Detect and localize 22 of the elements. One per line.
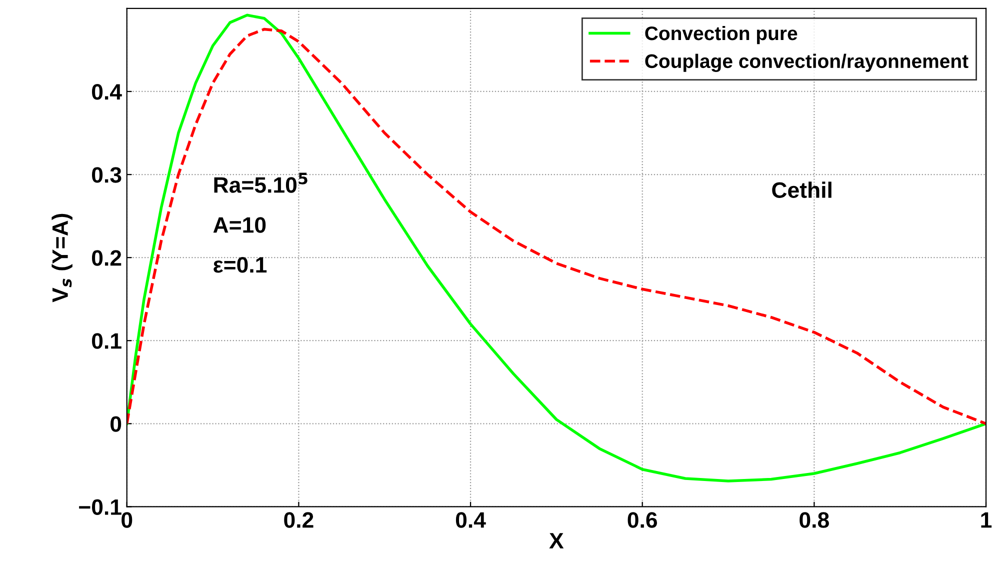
x-tick-label: 0.2 [284, 512, 314, 528]
y-tick-label: 0.3 [92, 167, 122, 183]
legend-label: Couplage convection/rayonnement [645, 54, 968, 72]
annotation: ε=0.1 [214, 257, 267, 273]
y-tick-label: −0.1 [79, 499, 122, 515]
x-tick-label: 0.4 [456, 512, 486, 528]
y-tick-label: 0.1 [92, 333, 122, 349]
annotation: Ra=5.10$^{5}$ [214, 172, 308, 193]
line-series [126, 28, 986, 426]
x-tick-label: 1 [981, 512, 992, 528]
line-series [126, 14, 986, 482]
x-tick-label: 0.6 [628, 512, 657, 528]
legend-label: Convection pure [645, 26, 798, 44]
y-tick-label: 0.2 [92, 250, 122, 266]
annotation: Cethil [772, 182, 832, 198]
annotation: A=10 [213, 217, 266, 233]
x-axis-title: X [549, 533, 564, 548]
y-tick-label: 0.4 [92, 84, 122, 100]
y-axis-title: V$_{s}$ (Y=A) [52, 214, 72, 302]
y-tick-label: 0 [110, 416, 122, 432]
x-tick-label: 0.8 [800, 512, 829, 528]
x-tick-label: 0 [122, 512, 132, 528]
